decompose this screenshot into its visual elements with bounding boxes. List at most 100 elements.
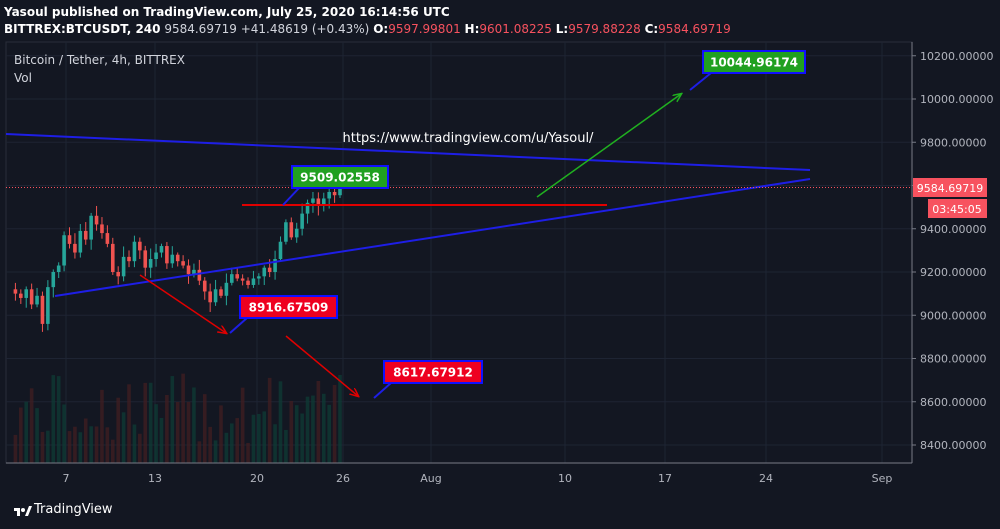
symbol-label: BITTREX:BTCUSDT, 240 (4, 22, 161, 36)
candle-body (62, 235, 66, 266)
volume-bar (257, 413, 261, 463)
y-tick-label: 8400.00000 (920, 439, 986, 452)
volume-bar (46, 430, 50, 463)
callout-box[interactable] (702, 50, 806, 74)
candle-body (246, 280, 250, 285)
down-arrow-1 (139, 274, 226, 333)
candle-body (321, 198, 326, 205)
volume-bar (116, 397, 120, 463)
countdown-tag (928, 199, 987, 218)
open-label: O: (373, 22, 389, 36)
volume-bar (170, 376, 175, 463)
down-arrow-2 (285, 335, 358, 396)
y-tick-label: 9200.00000 (920, 266, 986, 279)
candle-body (300, 213, 304, 229)
candle-body (175, 254, 180, 262)
candle-body (235, 274, 240, 279)
candle-body (338, 188, 342, 196)
drawings (5, 94, 912, 396)
candle-body (267, 267, 272, 272)
callout-box[interactable] (383, 360, 483, 384)
volume-bar (181, 373, 185, 463)
candle-body (224, 282, 229, 296)
x-tick-label: 7 (63, 472, 70, 485)
candle-body (332, 191, 337, 196)
candle-body (311, 198, 315, 203)
candle-body (40, 295, 45, 324)
candle-body (170, 254, 175, 264)
candle-body (29, 289, 34, 305)
candle-body (289, 222, 294, 238)
volume-bar (138, 433, 142, 463)
volume-bar (230, 423, 234, 463)
volume-bar (51, 375, 56, 463)
volume-bar (165, 394, 169, 463)
volume-bar (338, 374, 342, 463)
volume-bar (186, 401, 191, 463)
candle-body (305, 202, 310, 214)
callout-pointer (373, 382, 392, 399)
volume-bar (321, 393, 326, 463)
volume-bar (224, 432, 229, 463)
volume-bar (327, 404, 331, 463)
candle-body (51, 272, 56, 288)
low-value: 9579.88228 (568, 22, 641, 36)
last-price-tag-label: 9584.69719 (917, 182, 983, 195)
volume-bar (235, 418, 240, 463)
volume-bar (105, 427, 110, 463)
low-label: L: (555, 22, 569, 36)
countdown-label: 03:45:05 (932, 203, 981, 216)
x-tick-label: Sep (872, 472, 893, 485)
volume-bar (35, 408, 39, 463)
volume-bar (148, 382, 153, 463)
candle-body (83, 230, 88, 240)
candle-body (116, 272, 120, 277)
high-value: 9601.08225 (479, 22, 552, 36)
candle-body (262, 267, 267, 277)
trendline-lower (54, 178, 811, 297)
close-value: 9584.69719 (658, 22, 731, 36)
volume-bar (159, 417, 164, 463)
annotation-labels: 9509.02558 8916.67509 8617.67912 10044.9617… (229, 50, 806, 399)
callout-box[interactable] (239, 295, 338, 319)
last-price-tag (913, 178, 987, 197)
callout-box[interactable] (291, 165, 389, 189)
publish-text: Yasoul published on TradingView.com, Jul… (4, 5, 450, 19)
chart-header: Yasoul published on TradingView.com, Jul… (4, 4, 731, 38)
candle-body (143, 250, 148, 268)
candle-body (148, 259, 153, 268)
volume-bar (175, 401, 180, 463)
price-chart[interactable]: 9509.02558 8916.67509 8617.67912 10044.9617… (0, 0, 1000, 496)
y-tick-label: 9800.00000 (920, 136, 986, 149)
volume-bars (13, 373, 342, 463)
candle-body (159, 246, 164, 253)
callout-label: 10044.96174 (710, 56, 798, 70)
volume-bar (273, 424, 277, 463)
volume-bar (284, 429, 288, 463)
candle-body (35, 295, 39, 305)
callout-pointer (282, 186, 301, 206)
candle-body (46, 287, 50, 324)
volume-bar (316, 380, 321, 463)
candle-body (294, 228, 299, 238)
x-tick-label: 10 (558, 472, 572, 485)
candle-body (197, 269, 202, 281)
x-tick-label: 13 (148, 472, 162, 485)
volume-bar (62, 404, 66, 463)
price-axis: 8400.00000 8600.00000 8800.00000 9000.00000… (911, 42, 993, 463)
y-tick-label: 10000.00000 (920, 93, 993, 106)
callout-pointer (689, 72, 712, 91)
y-tick-label: 8800.00000 (920, 353, 986, 366)
x-tick-label: 24 (759, 472, 773, 485)
volume-bar (332, 384, 337, 463)
volume-bar (13, 434, 18, 463)
candle-body (273, 259, 277, 272)
candle-body (327, 191, 331, 199)
candle-body (78, 230, 83, 253)
candle-body (208, 291, 212, 303)
candle-body (213, 289, 218, 303)
close-label: C: (644, 22, 659, 36)
candle-body (316, 198, 321, 205)
candle-body (186, 265, 191, 275)
volume-bar (40, 431, 45, 463)
